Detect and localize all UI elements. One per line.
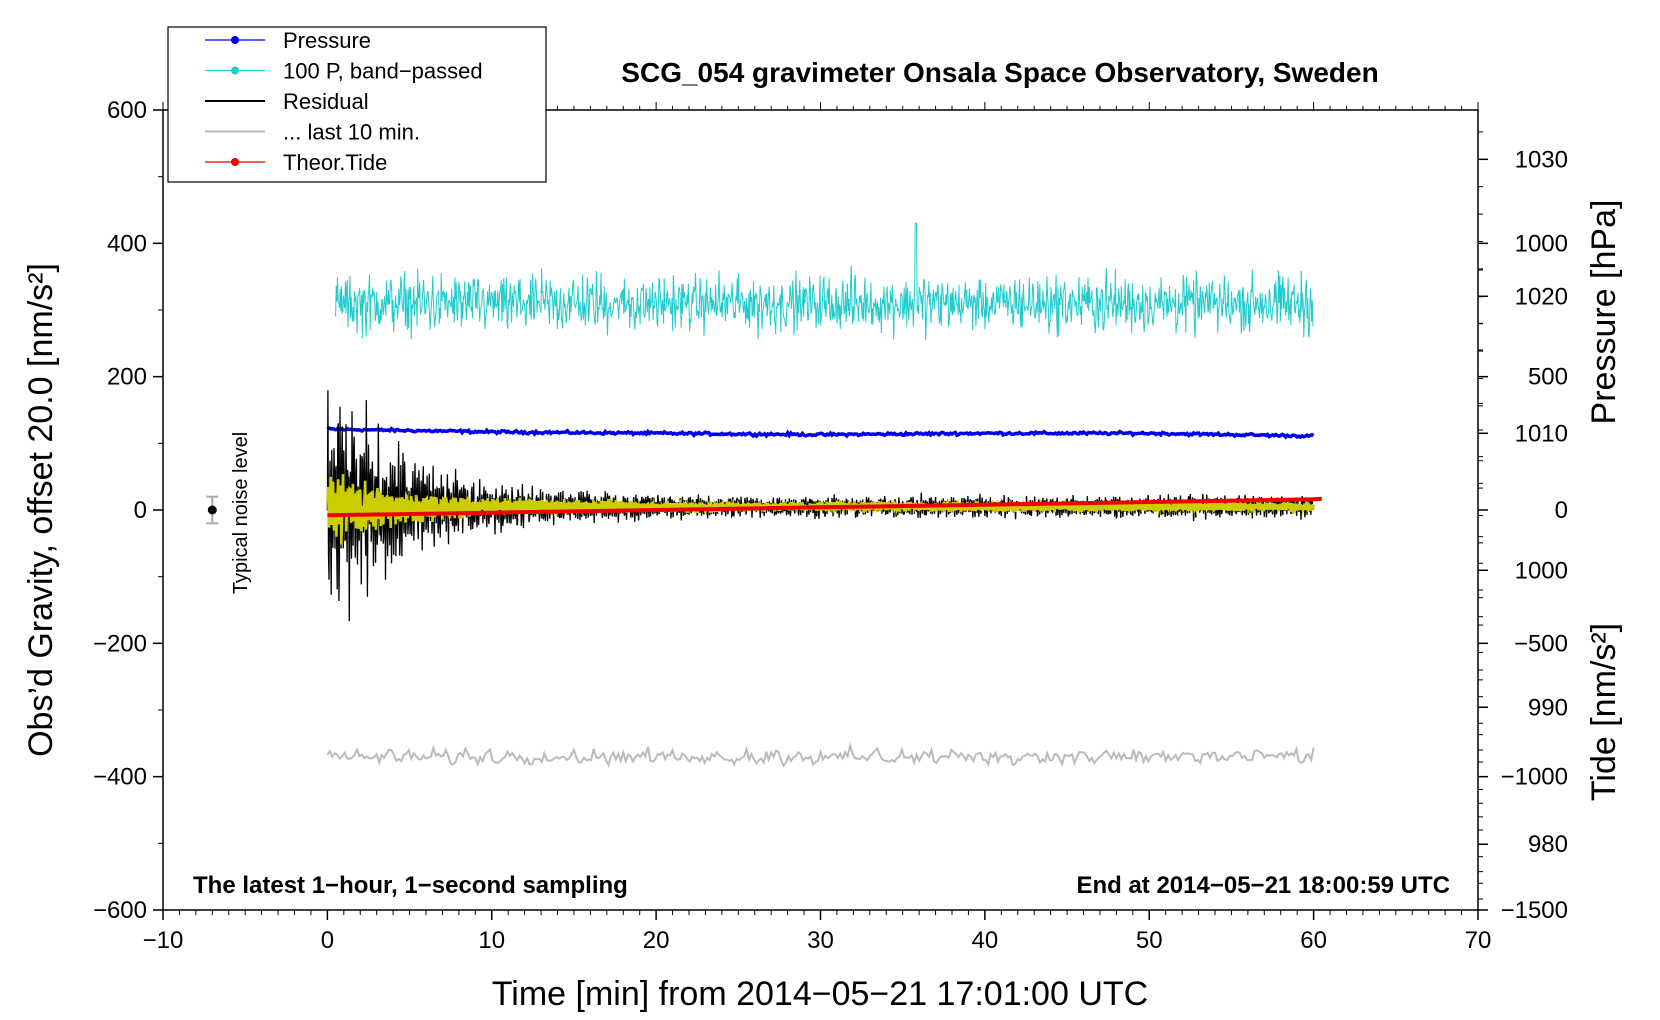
chart-title: SCG_054 gravimeter Onsala Space Observat… xyxy=(621,57,1378,88)
legend-label: Residual xyxy=(283,89,369,114)
y-tick-label: −400 xyxy=(93,764,147,791)
x-tick-labels: −10 0 10 20 30 40 50 60 70 xyxy=(143,927,1492,954)
y-tick-label: 600 xyxy=(107,97,147,124)
tide-tick-label: 0 xyxy=(1555,497,1568,524)
legend-items: Pressure 100 P, band−passed Residual ... la… xyxy=(205,28,483,175)
y-axis-title-left: Obs’d Gravity, offset 20.0 [nm/s²] xyxy=(22,263,60,757)
pressure-tick-label: 980 xyxy=(1528,831,1568,858)
annotation-sampling: The latest 1−hour, 1−second sampling xyxy=(193,872,628,899)
y-tick-label: 0 xyxy=(134,497,147,524)
tide-tick-label: 1000 xyxy=(1515,230,1568,257)
tide-tick-label: 500 xyxy=(1528,364,1568,391)
y-tick-labels: −600 −400 −200 0 200 400 600 xyxy=(93,97,147,924)
series-pressure xyxy=(326,425,1315,440)
y-axis-title-pressure: Pressure [hPa] xyxy=(1585,200,1623,425)
pressure-tick-label: 990 xyxy=(1528,694,1568,721)
noise-level-label: Typical noise level xyxy=(230,432,252,594)
legend-marker xyxy=(231,36,239,44)
pressure-tick-label: 1020 xyxy=(1515,283,1568,310)
x-tick-label: −10 xyxy=(143,927,184,954)
legend-marker xyxy=(231,158,239,166)
tide-tick-labels: −1500 −1000 −500 0 500 1000 xyxy=(1501,230,1568,924)
pressure-tick-labels: 980 990 1000 1010 1020 1030 xyxy=(1515,146,1568,858)
pressure-tick-label: 1000 xyxy=(1515,557,1568,584)
x-axis-title: Time [min] from 2014−05−21 17:01:00 UTC xyxy=(492,975,1148,1013)
x-tick-label: 0 xyxy=(321,927,334,954)
tide-tick-label: −1500 xyxy=(1501,897,1568,924)
x-tick-label: 20 xyxy=(643,927,670,954)
legend: Pressure 100 P, band−passed Residual ... la… xyxy=(167,26,547,183)
legend-label: ... last 10 min. xyxy=(283,120,420,145)
series-last-10-min xyxy=(326,741,1315,768)
legend-label: Theor.Tide xyxy=(283,150,387,175)
noise-dot xyxy=(207,505,217,515)
series-theor-tide xyxy=(327,496,1322,518)
tide-tick-label: −500 xyxy=(1514,630,1568,657)
y-tick-label: −600 xyxy=(93,897,147,924)
x-tick-label: 30 xyxy=(807,927,834,954)
series-layer xyxy=(326,222,1322,768)
x-tick-label: 40 xyxy=(972,927,999,954)
series-residual-smoothed xyxy=(326,474,1315,545)
annotation-end-time: End at 2014−05−21 18:00:59 UTC xyxy=(1076,872,1450,899)
series-band-passed xyxy=(335,222,1314,341)
x-tick-label: 10 xyxy=(478,927,505,954)
x-tick-label: 50 xyxy=(1136,927,1163,954)
y-tick-label: −200 xyxy=(93,630,147,657)
x-tick-label: 60 xyxy=(1300,927,1327,954)
noise-marker xyxy=(206,495,219,525)
legend-marker xyxy=(231,66,239,75)
y-axis-title-tide: Tide [nm/s²] xyxy=(1585,623,1623,801)
pressure-tick-label: 1030 xyxy=(1515,146,1568,173)
x-tick-label: 70 xyxy=(1465,927,1492,954)
pressure-tick-label: 1010 xyxy=(1515,420,1568,447)
y-tick-label: 200 xyxy=(107,364,147,391)
legend-label: Pressure xyxy=(283,28,371,53)
legend-label: 100 P, band−passed xyxy=(283,59,483,84)
tide-tick-label: −1000 xyxy=(1501,764,1568,791)
legend-box xyxy=(167,26,547,183)
y-tick-label: 400 xyxy=(107,230,147,257)
